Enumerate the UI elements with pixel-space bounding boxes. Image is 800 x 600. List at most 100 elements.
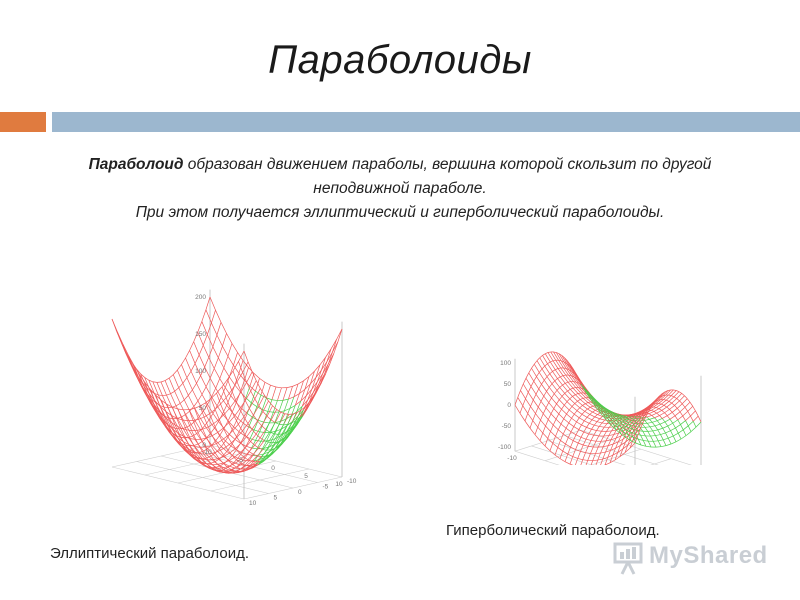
hyperbolic-mesh-line [643, 411, 647, 417]
elliptic-mesh-line [225, 397, 231, 408]
hyperbolic-mesh-line [582, 403, 586, 406]
hyperbolic-mesh-line [669, 418, 674, 424]
hyperbolic-mesh-line [575, 393, 579, 395]
hyperbolic-mesh-line [678, 391, 682, 394]
elliptic-mesh-line [168, 424, 174, 431]
hyperbolic-mesh-line [546, 387, 550, 392]
hyperbolic-mesh-line [654, 417, 658, 421]
hyperbolic-mesh-line [597, 401, 603, 407]
elliptic-x-tick-label: -5 [237, 457, 243, 464]
elliptic-mesh-line [165, 426, 172, 434]
hyperbolic-mesh-line [616, 414, 622, 417]
elliptic-mesh-line [244, 435, 251, 439]
elliptic-mesh-line [201, 321, 208, 335]
elliptic-mesh-line [203, 413, 210, 418]
elliptic-mesh-line [221, 440, 227, 448]
hyperbolic-mesh-line [525, 377, 532, 387]
hyperbolic-mesh-line [644, 427, 649, 432]
hyperbolic-mesh-line [560, 433, 564, 441]
hyperbolic-mesh-line [637, 430, 641, 436]
elliptic-mesh-line [213, 458, 220, 460]
hyperbolic-mesh-line [622, 424, 628, 428]
elliptic-mesh-line [216, 393, 221, 405]
slide-title: Параболоиды [268, 38, 532, 82]
elliptic-mesh-line [258, 447, 263, 450]
hyperbolic-mesh-line [560, 375, 564, 378]
hyperbolic-mesh-line [560, 423, 567, 429]
elliptic-mesh-line [205, 433, 211, 439]
elliptic-mesh-line [240, 435, 245, 444]
elliptic-mesh-line [193, 443, 199, 446]
elliptic-mesh-line [292, 383, 299, 387]
elliptic-mesh-line [227, 355, 234, 366]
elliptic-mesh-line [244, 400, 250, 409]
elliptic-mesh-line [194, 446, 200, 448]
elliptic-mesh-line [173, 418, 180, 430]
elliptic-mesh-line [275, 422, 280, 425]
hyperbolic-mesh-line [608, 423, 613, 428]
hyperbolic-mesh-line [663, 401, 670, 406]
hyperbolic-mesh-line [542, 355, 548, 364]
elliptic-mesh-line [170, 415, 176, 426]
elliptic-mesh-line [297, 380, 304, 385]
hyperbolic-mesh-line [578, 424, 582, 430]
hyperbolic-mesh-line [540, 401, 547, 409]
hyperbolic-mesh-line [525, 398, 531, 407]
elliptic-mesh-line [312, 381, 318, 393]
hyperbolic-mesh-line [679, 400, 683, 405]
hyperbolic-mesh-line [614, 414, 620, 418]
hyperbolic-mesh-line [660, 394, 666, 400]
hyperbolic-mesh-line [655, 399, 661, 404]
hyperbolic-mesh-line [679, 407, 686, 413]
hyperbolic-mesh-line [649, 425, 656, 428]
hyperbolic-mesh-line [623, 427, 629, 432]
elliptic-mesh-line [193, 458, 200, 464]
hyperbolic-mesh-line [635, 433, 639, 440]
elliptic-mesh-line [196, 430, 202, 440]
elliptic-mesh-line [215, 466, 222, 471]
elliptic-mesh-line [239, 464, 245, 466]
hyperbolic-mesh-line [662, 415, 668, 419]
elliptic-mesh-line [295, 416, 300, 421]
hyperbolic-mesh-line [613, 432, 619, 435]
elliptic-mesh-line [148, 379, 155, 394]
elliptic-mesh-line [311, 392, 317, 401]
hyperbolic-mesh-line [580, 392, 586, 398]
elliptic-mesh-line [151, 403, 158, 413]
hyperbolic-mesh-line [580, 459, 584, 465]
elliptic-mesh-line [192, 420, 198, 431]
elliptic-mesh-line [227, 455, 233, 461]
hyperbolic-mesh-line [551, 380, 556, 385]
hyperbolic-mesh-line [613, 412, 620, 415]
hyperbolic-mesh-line [634, 435, 639, 444]
elliptic-mesh-line [222, 427, 228, 437]
hyperbolic-mesh-line [592, 410, 596, 413]
elliptic-mesh-line [236, 430, 243, 438]
hyperbolic-mesh-line [555, 418, 562, 425]
hyperbolic-mesh-line [600, 458, 604, 465]
hyperbolic-mesh-line [584, 408, 588, 412]
hyperbolic-mesh-line [561, 355, 568, 364]
hyperbolic-mesh-line [587, 440, 592, 447]
hyperbolic-mesh-line [541, 384, 547, 392]
hyperbolic-mesh-line [612, 448, 616, 456]
hyperbolic-mesh-line [688, 421, 694, 427]
elliptic-mesh-line [196, 433, 203, 442]
hyperbolic-mesh-line [596, 426, 600, 431]
hyperbolic-mesh-line [572, 387, 579, 394]
elliptic-mesh-line [180, 427, 187, 431]
hyperbolic-mesh-line [661, 418, 666, 423]
hyperbolic-mesh-line [668, 396, 675, 402]
hyperbolic-mesh-line [618, 438, 624, 443]
hyperbolic-mesh-line [533, 363, 540, 373]
elliptic-mesh-line [171, 407, 178, 419]
hyperbolic-mesh-line [570, 426, 575, 432]
elliptic-mesh-line [231, 466, 237, 470]
hyperbolic-mesh-line [620, 433, 627, 438]
hyperbolic-mesh-line [580, 387, 587, 394]
elliptic-mesh-line [224, 376, 230, 388]
elliptic-mesh-line [262, 440, 267, 449]
elliptic-mesh-line [200, 375, 207, 387]
hyperbolic-mesh-line [613, 423, 619, 429]
